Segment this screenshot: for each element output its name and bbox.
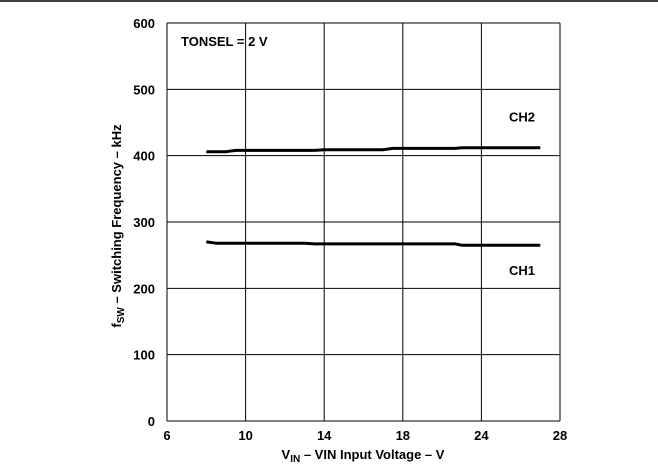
series-label-ch1: CH1 <box>509 263 535 278</box>
y-tick-label-0: 0 <box>148 414 155 429</box>
y-tick-label-200: 200 <box>133 281 155 296</box>
y-tick-label-400: 400 <box>133 149 155 164</box>
x-axis-label: VIN – VIN Input Voltage – V <box>282 447 445 465</box>
x-tick-label-28: 28 <box>553 428 567 443</box>
series-line-ch2 <box>206 146 541 154</box>
y-tick-label-600: 600 <box>133 16 155 31</box>
y-tick-label-100: 100 <box>133 348 155 363</box>
annotation-tonsel: TONSEL = 2 V <box>181 34 268 49</box>
y-tick-label-300: 300 <box>133 215 155 230</box>
grid <box>166 22 561 422</box>
x-tick-label-6: 6 <box>163 428 170 443</box>
y-axis-label: fSW – Switching Frequency – kHz <box>109 124 127 328</box>
series-label-ch2: CH2 <box>509 110 535 125</box>
tick-labels: 6 10 14 18 24 28 0 100 200 300 400 500 600 <box>133 16 567 443</box>
series-labels: CH2 CH1 <box>509 110 535 279</box>
series-line-ch1 <box>206 240 541 247</box>
x-tick-label-10: 10 <box>238 428 252 443</box>
x-tick-label-24: 24 <box>474 428 489 443</box>
y-tick-label-500: 500 <box>133 82 155 97</box>
series-lines <box>206 146 541 247</box>
x-tick-label-14: 14 <box>317 428 332 443</box>
x-tick-label-18: 18 <box>396 428 410 443</box>
